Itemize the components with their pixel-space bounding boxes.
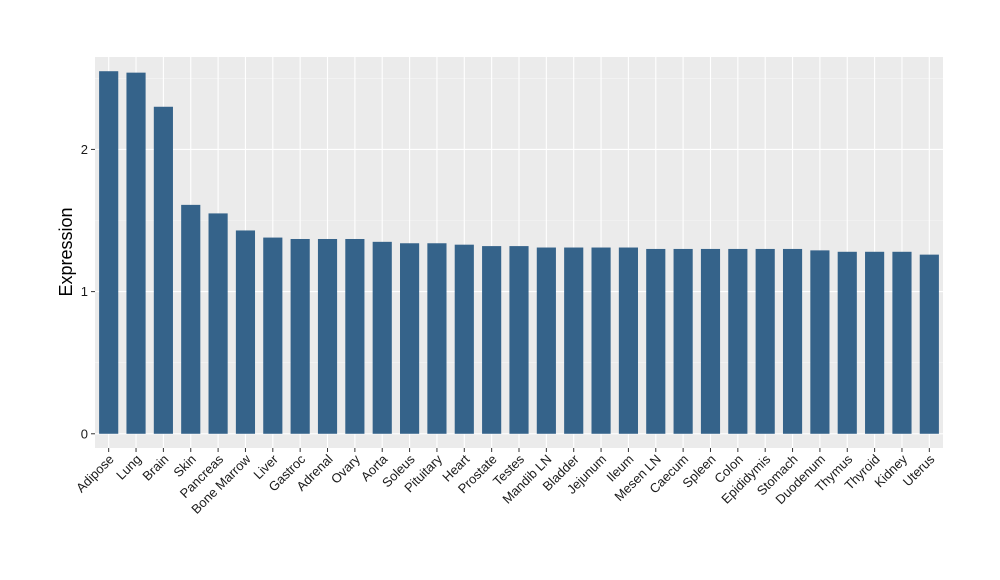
y-tick-label: 2 bbox=[81, 142, 88, 157]
bar-adrenal bbox=[317, 238, 338, 434]
bar-mandib-ln bbox=[536, 247, 556, 434]
bar-mesen-ln bbox=[646, 248, 666, 434]
bar-caecum bbox=[673, 248, 693, 434]
bar-soleus bbox=[400, 243, 420, 434]
bar-bone-marrow bbox=[235, 230, 256, 434]
x-tick-label: Ovary bbox=[328, 451, 363, 486]
bar-gastroc bbox=[290, 238, 310, 434]
y-axis: 0 1 2 bbox=[81, 142, 95, 441]
bars bbox=[99, 71, 939, 434]
bar-adipose bbox=[99, 71, 119, 434]
bar-aorta bbox=[372, 241, 392, 434]
bar-jejunum bbox=[591, 247, 611, 434]
bar-spleen bbox=[700, 248, 721, 434]
bar-epididymis bbox=[755, 248, 775, 434]
bar-brain bbox=[153, 106, 173, 434]
y-tick-label: 0 bbox=[81, 426, 88, 441]
x-tick-label: Adipose bbox=[73, 452, 117, 496]
bar-thyroid bbox=[865, 251, 885, 434]
bar-heart bbox=[454, 244, 474, 434]
bar-kidney bbox=[892, 251, 912, 434]
bar-colon bbox=[728, 248, 748, 434]
bar-ovary bbox=[345, 238, 365, 434]
x-tick-label: Brain bbox=[139, 452, 171, 484]
bar-liver bbox=[263, 237, 283, 434]
x-tick-label: Uterus bbox=[900, 451, 938, 489]
bar-ileum bbox=[618, 247, 638, 434]
y-axis-title: Expression bbox=[56, 207, 76, 296]
bar-lung bbox=[126, 72, 146, 434]
bar-pancreas bbox=[208, 213, 228, 434]
bar-duodenum bbox=[810, 250, 830, 434]
bar-skin bbox=[181, 204, 201, 434]
y-tick-label: 1 bbox=[81, 284, 88, 299]
bar-stomach bbox=[782, 248, 803, 434]
bar-bladder bbox=[564, 247, 584, 434]
bar-prostate bbox=[482, 246, 502, 434]
bar-thymus bbox=[837, 251, 857, 434]
bar-uterus bbox=[919, 254, 939, 434]
bar-pituitary bbox=[427, 243, 447, 434]
x-tick-label: Lung bbox=[113, 452, 144, 483]
bar-testes bbox=[509, 246, 529, 434]
